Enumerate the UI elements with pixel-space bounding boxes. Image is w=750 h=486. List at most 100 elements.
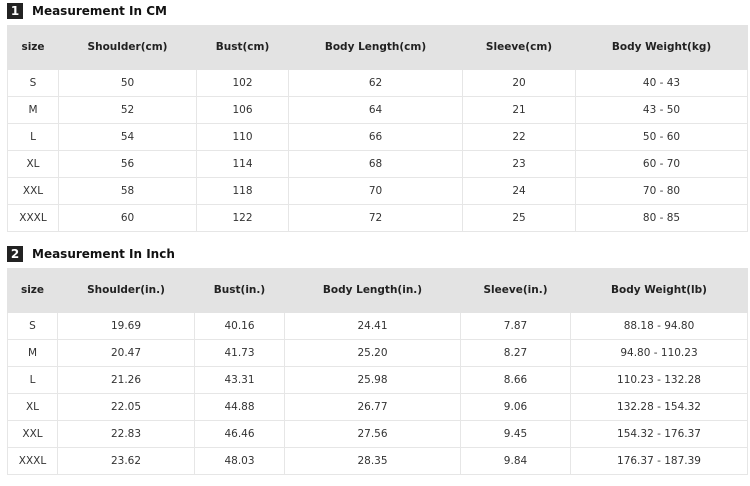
section-title-text: Measurement In CM bbox=[32, 4, 167, 18]
section-number: 2 bbox=[7, 246, 23, 262]
table-cell: 48.03 bbox=[194, 447, 285, 475]
table-cell: 176.37 - 187.39 bbox=[570, 447, 748, 475]
table-cell: 110 bbox=[196, 123, 289, 151]
table-cell: 20 bbox=[462, 69, 576, 97]
table-cell: 154.32 - 176.37 bbox=[570, 420, 748, 448]
table-cell: 46.46 bbox=[194, 420, 285, 448]
table-cell: 25.98 bbox=[284, 366, 461, 394]
table-cell: 54 bbox=[58, 123, 197, 151]
column-header: Sleeve(cm) bbox=[462, 25, 576, 70]
table-cell: 26.77 bbox=[284, 393, 461, 421]
table-cell: 9.45 bbox=[460, 420, 571, 448]
table-row: S 19.69 40.16 24.41 7.87 88.18 - 94.80 bbox=[7, 312, 748, 340]
table-cell: 27.56 bbox=[284, 420, 461, 448]
column-header: Sleeve(in.) bbox=[460, 268, 571, 313]
column-header: Shoulder(in.) bbox=[57, 268, 195, 313]
table-cell: 64 bbox=[288, 96, 463, 124]
table-cell: 88.18 - 94.80 bbox=[570, 312, 748, 340]
table-cell: M bbox=[7, 339, 58, 367]
column-header: Shoulder(cm) bbox=[58, 25, 197, 70]
column-header: Bust(cm) bbox=[196, 25, 289, 70]
table-cell: 7.87 bbox=[460, 312, 571, 340]
table-cell: 72 bbox=[288, 204, 463, 232]
column-header: Body Length(in.) bbox=[284, 268, 461, 313]
table-row: M 20.47 41.73 25.20 8.27 94.80 - 110.23 bbox=[7, 339, 748, 367]
table-cell: 40.16 bbox=[194, 312, 285, 340]
table-cell: 23.62 bbox=[57, 447, 195, 475]
table-cell: 28.35 bbox=[284, 447, 461, 475]
table-cell: 102 bbox=[196, 69, 289, 97]
section-number: 1 bbox=[7, 3, 23, 19]
size-table-cm: size Shoulder(cm) Bust(cm) Body Length(cm) S… bbox=[7, 25, 748, 232]
table-cell: 22.83 bbox=[57, 420, 195, 448]
table-row: XXXL 60 122 72 25 80 - 85 bbox=[7, 204, 748, 232]
table-cell: 50 bbox=[58, 69, 197, 97]
table-cell: 21 bbox=[462, 96, 576, 124]
table-cell: XXXL bbox=[7, 204, 59, 232]
table-cell: 122 bbox=[196, 204, 289, 232]
table-cell: XL bbox=[7, 393, 58, 421]
column-header: Bust(in.) bbox=[194, 268, 285, 313]
table-cell: 44.88 bbox=[194, 393, 285, 421]
table-cell: 114 bbox=[196, 150, 289, 178]
table-cell: 25.20 bbox=[284, 339, 461, 367]
table-row: L 21.26 43.31 25.98 8.66 110.23 - 132.28 bbox=[7, 366, 748, 394]
table-cell: 24.41 bbox=[284, 312, 461, 340]
table-cell: XXL bbox=[7, 177, 59, 205]
table-cell: 60 bbox=[58, 204, 197, 232]
table-cell: 41.73 bbox=[194, 339, 285, 367]
column-header: Body Weight(kg) bbox=[575, 25, 748, 70]
table-cell: 66 bbox=[288, 123, 463, 151]
table-cell: XXXL bbox=[7, 447, 58, 475]
table-cell: 22 bbox=[462, 123, 576, 151]
table-cell: S bbox=[7, 69, 59, 97]
table-row: L 54 110 66 22 50 - 60 bbox=[7, 123, 748, 151]
section-title-inch: 2 Measurement In Inch bbox=[7, 245, 175, 263]
table-cell: 22.05 bbox=[57, 393, 195, 421]
table-cell: 9.06 bbox=[460, 393, 571, 421]
table-cell: L bbox=[7, 123, 59, 151]
table-cell: XL bbox=[7, 150, 59, 178]
table-cell: 8.66 bbox=[460, 366, 571, 394]
table-cell: 132.28 - 154.32 bbox=[570, 393, 748, 421]
table-cell: 70 bbox=[288, 177, 463, 205]
table-cell: 110.23 - 132.28 bbox=[570, 366, 748, 394]
table-cell: S bbox=[7, 312, 58, 340]
table-row: XXXL 23.62 48.03 28.35 9.84 176.37 - 187.39 bbox=[7, 447, 748, 475]
table-cell: 52 bbox=[58, 96, 197, 124]
table-cell: 43.31 bbox=[194, 366, 285, 394]
header-row: size Shoulder(cm) Bust(cm) Body Length(cm) S… bbox=[7, 25, 748, 70]
table-row: S 50 102 62 20 40 - 43 bbox=[7, 69, 748, 97]
table-cell: 9.84 bbox=[460, 447, 571, 475]
table-cell: L bbox=[7, 366, 58, 394]
table-cell: 60 - 70 bbox=[575, 150, 748, 178]
table-cell: 68 bbox=[288, 150, 463, 178]
table-cell: 19.69 bbox=[57, 312, 195, 340]
table-cell: 70 - 80 bbox=[575, 177, 748, 205]
table-cell: 21.26 bbox=[57, 366, 195, 394]
table-cell: 25 bbox=[462, 204, 576, 232]
table-cell: 50 - 60 bbox=[575, 123, 748, 151]
size-table-inch: size Shoulder(in.) Bust(in.) Body Length(in… bbox=[7, 268, 748, 475]
table-cell: 106 bbox=[196, 96, 289, 124]
table-cell: 58 bbox=[58, 177, 197, 205]
table-cell: M bbox=[7, 96, 59, 124]
table-row: XXL 22.83 46.46 27.56 9.45 154.32 - 176.37 bbox=[7, 420, 748, 448]
section-title-cm: 1 Measurement In CM bbox=[7, 2, 167, 20]
header-row: size Shoulder(in.) Bust(in.) Body Length(in… bbox=[7, 268, 748, 313]
column-header: size bbox=[7, 268, 58, 313]
table-cell: 20.47 bbox=[57, 339, 195, 367]
table-cell: 8.27 bbox=[460, 339, 571, 367]
table-cell: XXL bbox=[7, 420, 58, 448]
table-cell: 24 bbox=[462, 177, 576, 205]
table-cell: 94.80 - 110.23 bbox=[570, 339, 748, 367]
table-row: XXL 58 118 70 24 70 - 80 bbox=[7, 177, 748, 205]
table-cell: 43 - 50 bbox=[575, 96, 748, 124]
table-cell: 118 bbox=[196, 177, 289, 205]
column-header: size bbox=[7, 25, 59, 70]
column-header: Body Weight(lb) bbox=[570, 268, 748, 313]
table-row: XL 56 114 68 23 60 - 70 bbox=[7, 150, 748, 178]
table-cell: 40 - 43 bbox=[575, 69, 748, 97]
section-title-text: Measurement In Inch bbox=[32, 247, 175, 261]
table-cell: 56 bbox=[58, 150, 197, 178]
